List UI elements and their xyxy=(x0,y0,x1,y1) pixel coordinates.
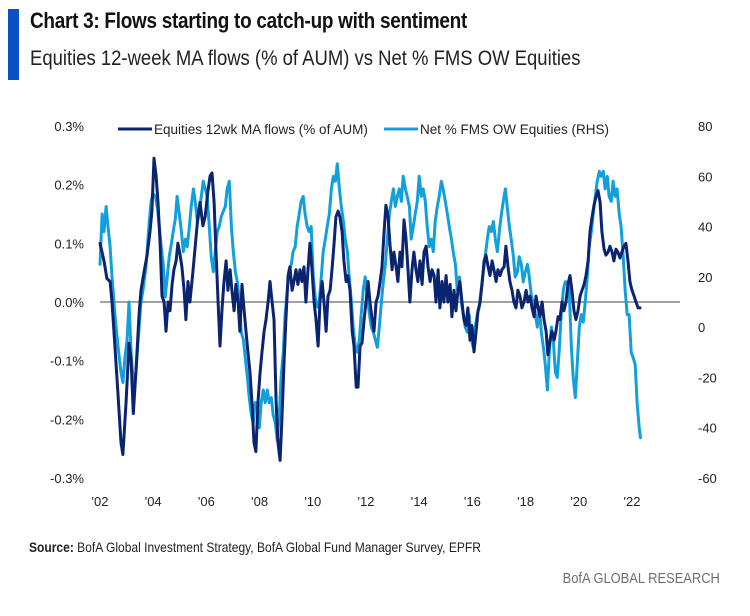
source-label: Source: xyxy=(29,539,74,555)
x-tick-label: '16 xyxy=(464,494,481,509)
left-tick-label: 0.3% xyxy=(54,119,84,134)
left-tick-label: 0.0% xyxy=(54,295,84,310)
chart-subtitle: Equities 12-week MA flows (% of AUM) vs … xyxy=(30,47,581,70)
x-tick-label: '02 xyxy=(92,494,109,509)
x-tick-label: '06 xyxy=(198,494,215,509)
series-line-flows xyxy=(98,156,642,462)
x-tick-label: '14 xyxy=(411,494,428,509)
x-tick-label: '12 xyxy=(358,494,375,509)
left-tick-label: 0.2% xyxy=(54,178,84,193)
x-tick-label: '04 xyxy=(145,494,162,509)
legend-label-fms: Net % FMS OW Equities (RHS) xyxy=(420,122,609,137)
right-tick-label: 80 xyxy=(698,119,712,134)
right-tick-label: 40 xyxy=(698,220,712,235)
right-tick-label: 0 xyxy=(698,320,705,335)
right-tick-label: -20 xyxy=(698,370,717,385)
left-axis: 0.3% 0.2% 0.1% 0.0% -0.1% -0.2% -0.3% xyxy=(50,119,84,486)
left-tick-label: -0.1% xyxy=(50,354,84,369)
right-tick-label: 60 xyxy=(698,169,712,184)
x-tick-label: '18 xyxy=(517,494,534,509)
title-accent-bar xyxy=(8,9,19,80)
right-tick-label: -60 xyxy=(698,471,717,486)
source-text: BofA Global Investment Strategy, BofA Gl… xyxy=(73,539,481,555)
legend: Equities 12wk MA flows (% of AUM) Net % … xyxy=(118,122,609,137)
source-note: Source: BofA Global Investment Strategy,… xyxy=(29,539,481,555)
x-tick-label: '20 xyxy=(570,494,587,509)
chart-title: Chart 3: Flows starting to catch-up with… xyxy=(30,8,468,33)
x-axis: '02 '04 '06 '08 '10 '12 '14 '16 '18 '20 '22 xyxy=(92,494,641,509)
x-tick-label: '10 xyxy=(304,494,321,509)
right-tick-label: 20 xyxy=(698,270,712,285)
series-layer xyxy=(98,156,642,462)
legend-label-flows: Equities 12wk MA flows (% of AUM) xyxy=(154,122,368,137)
right-tick-label: -40 xyxy=(698,421,717,436)
left-tick-label: -0.2% xyxy=(50,412,84,427)
left-tick-label: -0.3% xyxy=(50,471,84,486)
x-tick-label: '22 xyxy=(624,494,641,509)
brand-label: BofA GLOBAL RESEARCH xyxy=(562,570,720,587)
left-tick-label: 0.1% xyxy=(54,236,84,251)
right-axis: 80 60 40 20 0 -20 -40 -60 xyxy=(698,119,717,486)
x-tick-label: '08 xyxy=(251,494,268,509)
